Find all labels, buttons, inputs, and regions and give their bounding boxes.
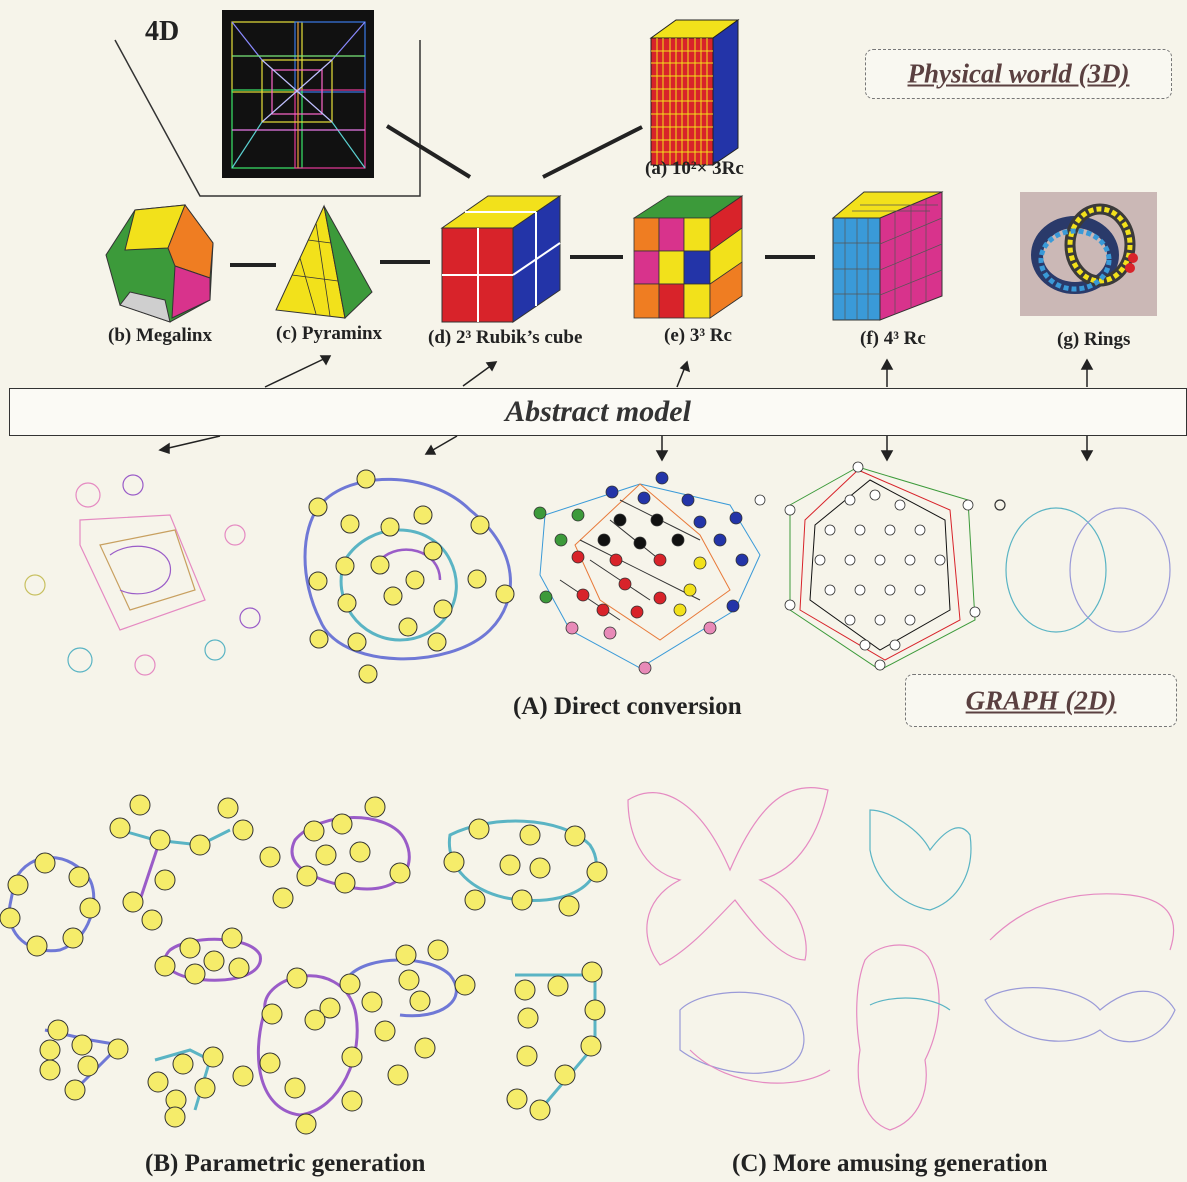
graph-2d-title: GRAPH (2D) [965, 685, 1117, 715]
section-b-title: (B) Parametric generation [145, 1150, 426, 1177]
graph-2d-box: GRAPH (2D) [905, 674, 1177, 727]
label-f-4x4: (f) 4³ Rc [860, 328, 926, 349]
physical-world-title: Physical world (3D) [907, 58, 1130, 89]
graph-cube3 [533, 471, 766, 675]
label-c-pyraminx: (c) Pyraminx [276, 323, 383, 344]
graph-rings [994, 499, 1171, 633]
section-a-title: (A) Direct conversion [513, 693, 742, 720]
rubiks-cube-2x2-image [440, 195, 562, 323]
label-a-cuboid: (a) 10²× 3Rc [645, 158, 744, 179]
label-d-rubiks-cube: (d) 2³ Rubik’s cube [428, 327, 583, 348]
graph-megaminx [24, 474, 261, 676]
graph-cube2 [303, 469, 515, 684]
rubiks-cube-3x3-image [632, 195, 744, 319]
link-a-to-cube [542, 125, 643, 179]
abstract-model-title: Abstract model [505, 395, 691, 428]
section-c-title: (C) More amusing generation [732, 1150, 1048, 1177]
megaminx-image [105, 203, 214, 323]
four-d-bracket [114, 39, 421, 197]
rubiks-cube-4x4-image [831, 191, 944, 321]
four-d-label: 4D [145, 16, 180, 47]
abstract-model-box: Abstract model [9, 388, 1187, 436]
parametric-graphs [0, 794, 608, 1135]
label-e-3x3: (e) 3³ Rc [664, 325, 732, 346]
tesseract-image [222, 10, 374, 178]
pyraminx-image [275, 204, 373, 320]
graph-cube4 [784, 461, 981, 671]
abstract-arrows [158, 355, 1094, 462]
label-b-megalinx: (b) Megalinx [108, 325, 212, 346]
amusing-graphs [627, 786, 1176, 1131]
physical-world-box: Physical world (3D) [865, 49, 1172, 99]
label-g-rings: (g) Rings [1057, 329, 1131, 350]
rings-image [1020, 192, 1157, 316]
cuboid-10x10x3-image [649, 19, 740, 166]
link-4d-to-cube [385, 124, 472, 179]
